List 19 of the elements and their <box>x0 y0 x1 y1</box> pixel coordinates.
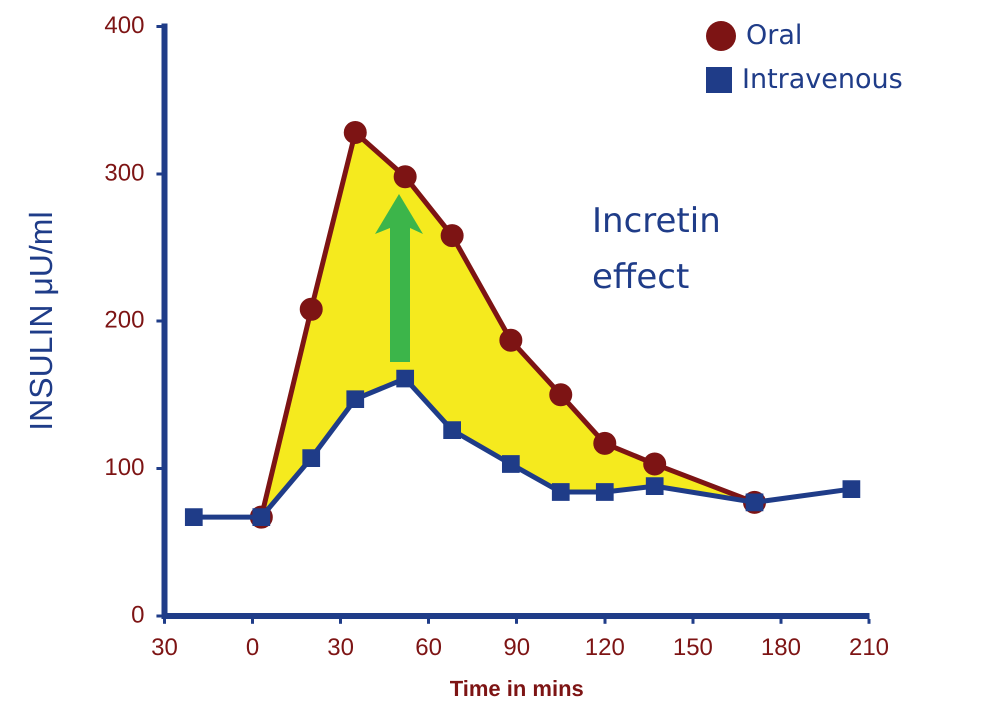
x-tick-label: 120 <box>584 634 625 661</box>
y-tick-label: 300 <box>104 159 144 186</box>
x-tick-label: 60 <box>415 634 442 661</box>
y-tick-label: 100 <box>104 454 144 482</box>
x-tick-label: 30 <box>151 634 178 661</box>
y-tick-label: 400 <box>104 12 144 40</box>
x-tick-label: 180 <box>760 634 801 661</box>
x-tick-label: 30 <box>327 634 354 661</box>
x-tick-label: 0 <box>246 634 260 661</box>
x-axis-title: Time in mins <box>450 676 584 701</box>
legend-label: Intravenous <box>742 63 903 97</box>
x-tick-label: 150 <box>672 634 713 661</box>
annotation: Incretin effect <box>592 200 721 297</box>
y-axis-title: INSULIN μU/ml <box>23 211 60 431</box>
x-tick-label: 210 <box>848 634 890 661</box>
legend-label: Oral <box>746 19 802 53</box>
x-tick-label: 90 <box>503 634 530 661</box>
y-tick-label: 200 <box>104 306 144 334</box>
y-tick-label: 0 <box>131 601 144 628</box>
